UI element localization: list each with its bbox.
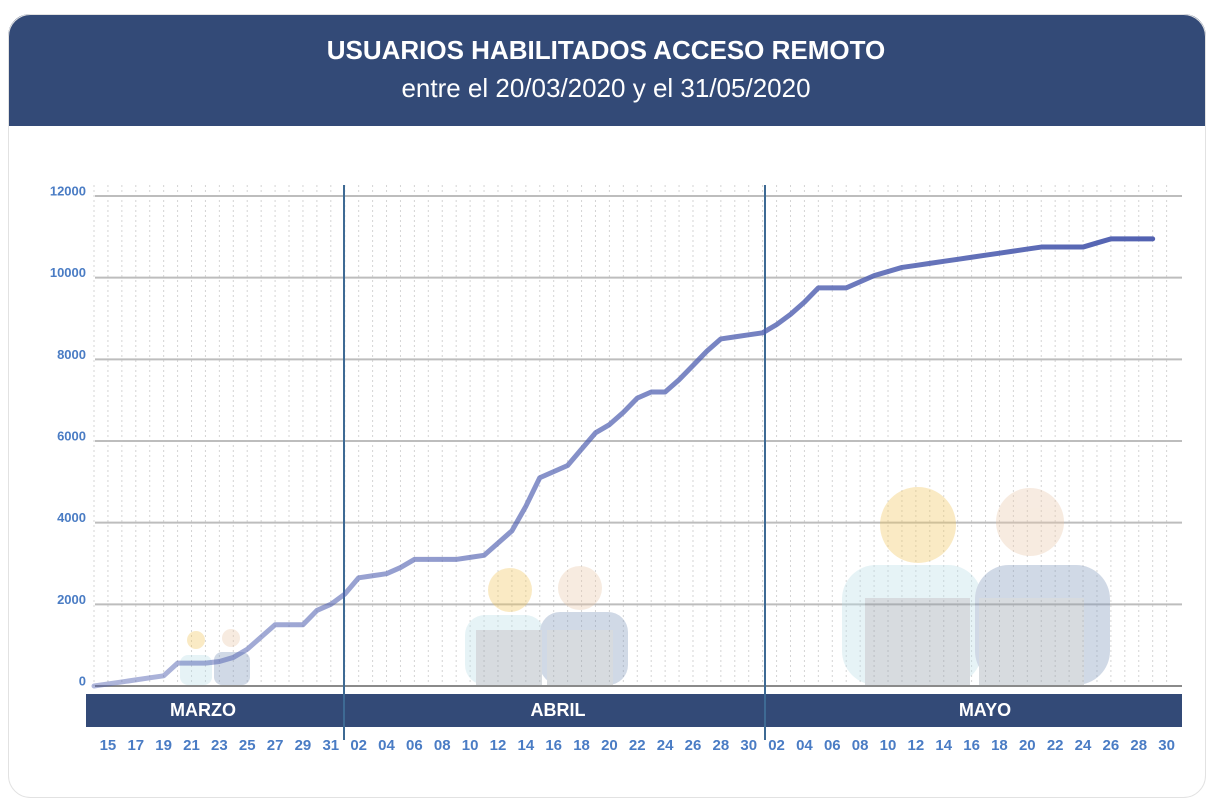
x-tick-label: 25: [239, 737, 256, 754]
person-head: [222, 629, 240, 647]
person-head: [880, 487, 956, 563]
x-tick-label: 19: [155, 737, 172, 754]
x-tick-label: 16: [545, 737, 562, 754]
x-tick-label: 26: [685, 737, 702, 754]
x-tick-label: 22: [1047, 737, 1064, 754]
x-tick-label: 20: [1019, 737, 1036, 754]
laptop: [547, 630, 613, 685]
month-band: [86, 694, 1182, 727]
y-tick-label: 8000: [57, 347, 86, 362]
x-tick-label: 21: [183, 737, 200, 754]
x-tick-label: 22: [629, 737, 646, 754]
x-tick-label: 14: [517, 737, 534, 754]
x-tick-label: 12: [908, 737, 925, 754]
month-label: ABRIL: [531, 700, 586, 720]
y-tick-label: 6000: [57, 428, 86, 443]
person-head: [558, 566, 602, 610]
x-tick-label: 14: [935, 737, 952, 754]
x-tick-label: 20: [601, 737, 618, 754]
person-body: [180, 655, 212, 685]
x-tick-label: 08: [852, 737, 869, 754]
x-tick-label: 10: [462, 737, 479, 754]
x-tick-label: 18: [991, 737, 1008, 754]
x-tick-label: 27: [267, 737, 284, 754]
x-tick-label: 18: [573, 737, 590, 754]
y-tick-label: 4000: [57, 510, 86, 525]
x-tick-label: 10: [880, 737, 897, 754]
x-tick-label: 24: [657, 737, 674, 754]
x-tick-label: 29: [295, 737, 312, 754]
x-tick-label: 30: [740, 737, 757, 754]
person-head: [996, 488, 1064, 556]
x-tick-label: 12: [490, 737, 507, 754]
x-tick-label: 02: [768, 737, 785, 754]
laptop: [979, 598, 1084, 685]
x-tick-label: 17: [127, 737, 144, 754]
x-tick-label: 02: [350, 737, 367, 754]
y-tick-label: 10000: [50, 265, 86, 280]
month-label: MAYO: [959, 700, 1011, 720]
person-head: [488, 568, 532, 612]
x-tick-label: 28: [713, 737, 730, 754]
x-tick-label: 31: [322, 737, 339, 754]
x-tick-label: 15: [100, 737, 117, 754]
laptop: [865, 598, 970, 685]
laptop: [476, 630, 542, 685]
x-tick-label: 28: [1130, 737, 1147, 754]
x-tick-label: 06: [406, 737, 423, 754]
y-tick-label: 2000: [57, 592, 86, 607]
x-tick-label: 06: [824, 737, 841, 754]
x-tick-label: 08: [434, 737, 451, 754]
x-tick-label: 23: [211, 737, 228, 754]
x-tick-label: 16: [963, 737, 980, 754]
header: [8, 14, 1206, 126]
person-head: [187, 631, 205, 649]
chart-title: USUARIOS HABILITADOS ACCESO REMOTO: [327, 35, 886, 65]
y-tick-label: 12000: [50, 183, 86, 198]
x-tick-label: 30: [1158, 737, 1175, 754]
chart-subtitle: entre el 20/03/2020 y el 31/05/2020: [401, 73, 810, 103]
x-tick-label: 04: [796, 737, 813, 754]
x-tick-label: 24: [1075, 737, 1092, 754]
month-label: MARZO: [170, 700, 236, 720]
x-tick-label: 04: [378, 737, 395, 754]
chart: USUARIOS HABILITADOS ACCESO REMOTO entre…: [0, 0, 1206, 798]
x-tick-label: 26: [1103, 737, 1120, 754]
y-tick-label: 0: [79, 673, 86, 688]
